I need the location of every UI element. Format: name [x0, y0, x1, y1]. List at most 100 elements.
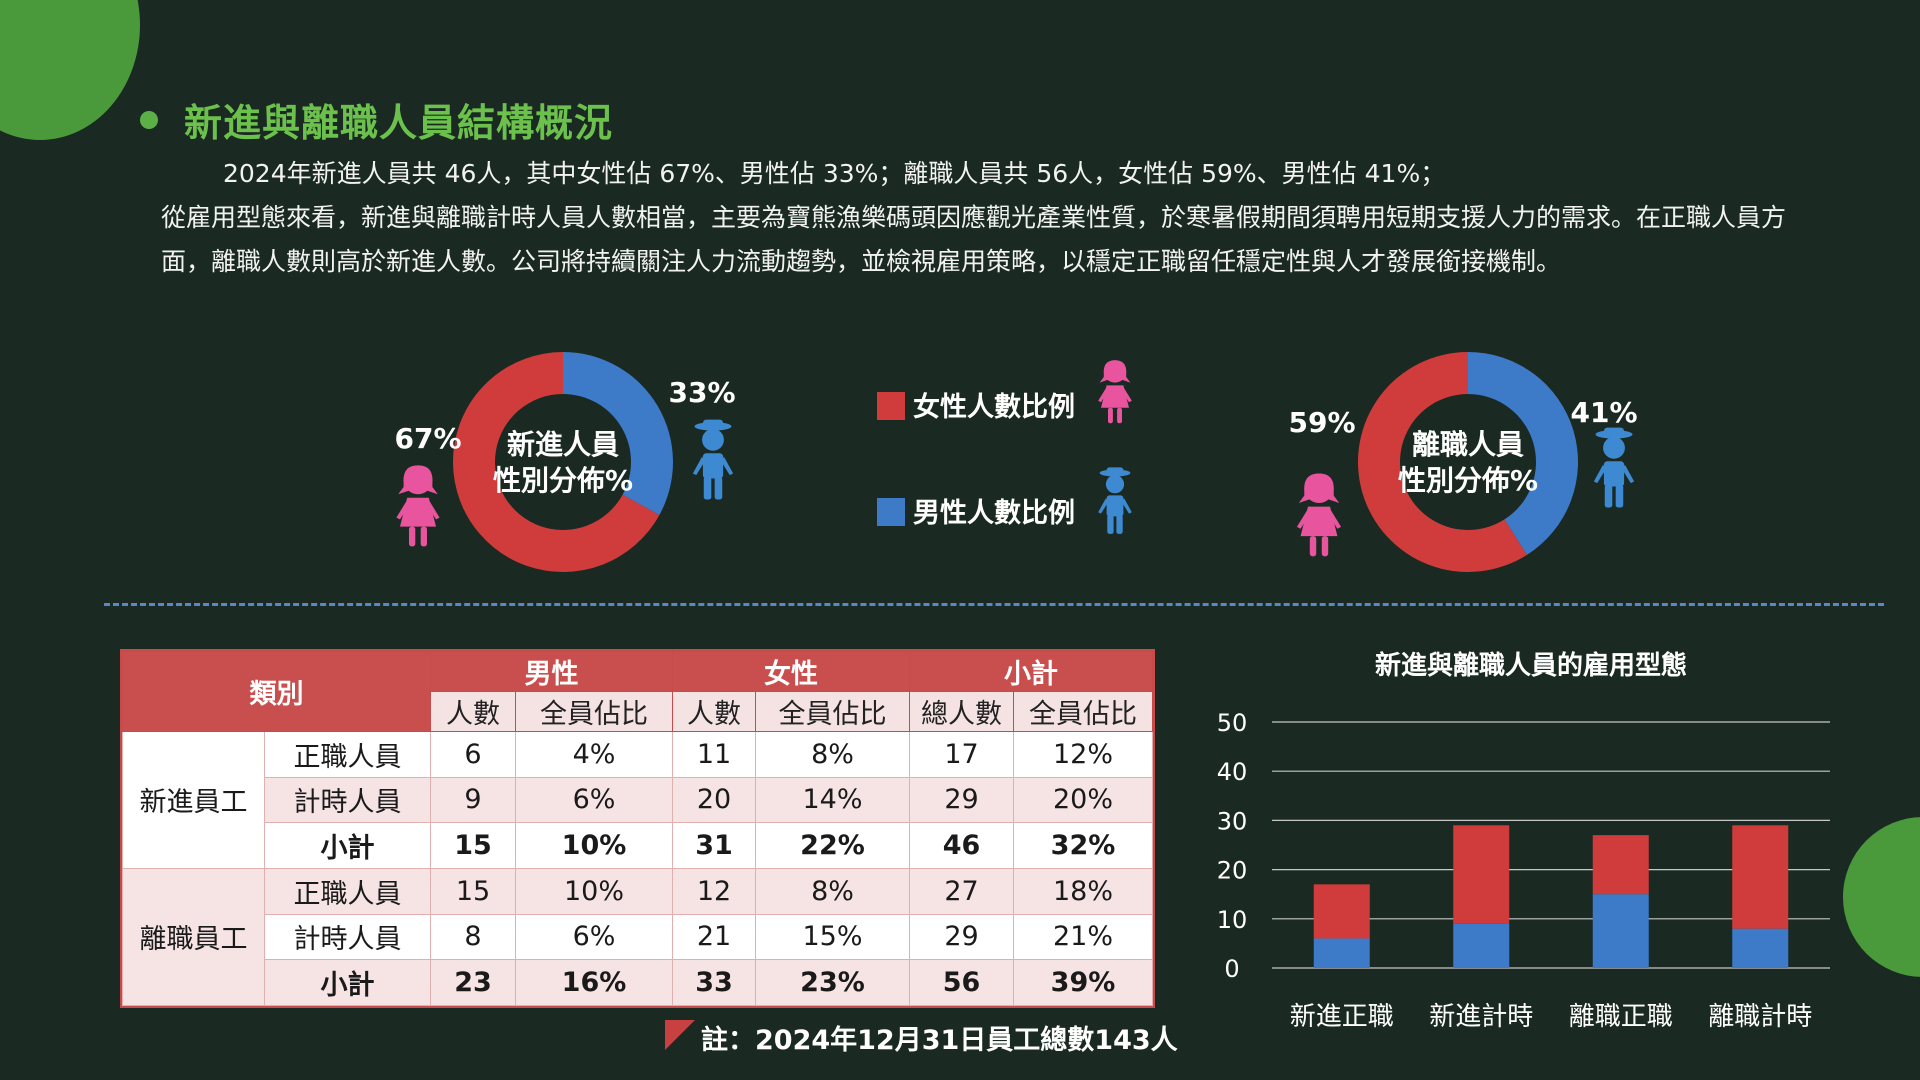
- header-male: 男性: [430, 651, 673, 692]
- header-female: 女性: [672, 651, 910, 692]
- header-count: 人數: [672, 691, 756, 732]
- gender-legend: 女性人數比例 男性人數比例: [877, 360, 1132, 534]
- cell-female-ratio: 8%: [755, 867, 910, 915]
- y-tick-label: 50: [1217, 709, 1248, 737]
- cell-total-count: 27: [909, 867, 1014, 915]
- donut-label-female: 59%: [1288, 406, 1355, 439]
- summary-paragraph: 2024年新進人員共 46人，其中女性佔 67%、男性佔 33%；離職人員共 5…: [161, 152, 1831, 284]
- table-row: 新進員工 正職人員 6 4% 11 8% 17 12%: [122, 731, 1153, 869]
- table-row-subtotal: 小計 15 10% 31 22% 46 32%: [123, 822, 1153, 869]
- row-type: 小計: [264, 959, 431, 1006]
- section-divider: [104, 603, 1884, 606]
- cell-total-count: 29: [909, 913, 1014, 961]
- page-title: 新進與離職人員結構概況: [184, 101, 614, 145]
- header-ratio: 全員佔比: [1013, 691, 1153, 732]
- cell-male-count: 8: [430, 913, 516, 961]
- donut-slice-female: [453, 352, 660, 573]
- cell-male-count: 6: [430, 731, 516, 778]
- cell-male-ratio: 10%: [515, 867, 673, 915]
- donut-title-line: 性別分佈%: [1398, 464, 1538, 497]
- x-tick-label: 新進計時: [1429, 1002, 1533, 1032]
- cell-male-ratio: 16%: [515, 959, 673, 1006]
- legend-label-male: 男性人數比例: [913, 498, 1075, 529]
- cell-total-count: 56: [909, 959, 1014, 1006]
- summary-line-2: 從雇用型態來看，新進與離職計時人員人數相當，主要為寶熊漁樂碼頭因應觀光產業性質，…: [161, 203, 1787, 276]
- cell-male-ratio: 6%: [515, 913, 673, 961]
- cell-total-ratio: 39%: [1013, 959, 1153, 1006]
- cell-female-ratio: 14%: [755, 776, 910, 824]
- section-heading: 新進與離職人員結構概況: [140, 92, 613, 147]
- donut-title-line: 新進人員: [507, 428, 619, 461]
- donut-slice-female: [1357, 351, 1527, 572]
- bar-segment-male: [1592, 894, 1649, 968]
- cell-female-count: 20: [672, 776, 756, 824]
- cell-male-count: 9: [430, 776, 516, 824]
- bar-segment-female: [1313, 884, 1370, 939]
- staff-structure-table: 類別 男性 女性 小計 人數 全員佔比 人數 全員佔比 總人數 全員佔比 新進員…: [122, 651, 1153, 1007]
- header-category: 類別: [122, 651, 431, 732]
- cell-female-count: 11: [672, 731, 756, 778]
- cell-total-ratio: 12%: [1013, 731, 1153, 778]
- bullet-icon: [140, 110, 158, 129]
- summary-line-1: 2024年新進人員共 46人，其中女性佔 67%、男性佔 33%；離職人員共 5…: [223, 159, 1446, 188]
- row-type: 正職人員: [264, 867, 431, 915]
- y-tick-label: 20: [1217, 857, 1248, 885]
- cell-total-count: 46: [909, 822, 1014, 869]
- header-ratio: 全員佔比: [755, 691, 910, 732]
- header-total-count: 總人數: [909, 691, 1014, 732]
- cell-male-ratio: 6%: [515, 776, 673, 824]
- girl-icon: [396, 465, 440, 547]
- boy-icon: [692, 419, 734, 500]
- table-row-subtotal: 小計 23 16% 33 23% 56 39%: [123, 959, 1153, 1006]
- row-type: 正職人員: [264, 731, 431, 778]
- bar-segment-male: [1313, 938, 1370, 968]
- boy-icon: [1593, 427, 1635, 508]
- table-row: 計時人員 9 6% 20 14% 29 20%: [123, 776, 1153, 824]
- bar-segment-female: [1453, 825, 1510, 924]
- cell-male-ratio: 4%: [515, 731, 673, 778]
- cell-female-count: 31: [672, 822, 756, 869]
- cell-female-count: 12: [672, 867, 756, 915]
- bar-segment-male: [1732, 928, 1789, 968]
- cell-male-count: 23: [430, 959, 516, 1006]
- donut-label-male: 41%: [1570, 396, 1637, 429]
- cell-male-count: 15: [430, 822, 516, 869]
- cell-total-ratio: 21%: [1013, 913, 1153, 961]
- cell-total-count: 17: [909, 731, 1014, 778]
- cell-female-ratio: 23%: [755, 959, 910, 1006]
- cell-total-ratio: 20%: [1013, 776, 1153, 824]
- table-row: 離職員工 正職人員 15 10% 12 8% 27 18%: [122, 867, 1153, 1007]
- cell-female-count: 33: [672, 959, 756, 1006]
- row-type: 計時人員: [264, 776, 431, 824]
- bar-segment-female: [1592, 835, 1649, 895]
- donut-title-line: 離職人員: [1412, 428, 1524, 461]
- footnote: 註：2024年12月31日員工總數143人: [665, 1018, 1178, 1057]
- girl-icon: [1098, 360, 1132, 424]
- cell-male-count: 15: [430, 867, 516, 915]
- employment-type-bar-chart: 新進與離職人員的雇用型態 0 10 20 30 40 50 新進正職 新進計時 離職正職 離職計…: [1217, 650, 1830, 1032]
- donut-chart-leavers: 離職人員 性別分佈% 59% 41%: [1288, 351, 1638, 572]
- header-subtotal: 小計: [909, 651, 1153, 692]
- row-type: 計時人員: [264, 913, 431, 961]
- cell-female-ratio: 8%: [755, 731, 910, 778]
- donut-label-male: 33%: [668, 376, 735, 409]
- bar-segment-male: [1453, 923, 1510, 968]
- row-type: 小計: [264, 822, 431, 869]
- cell-female-ratio: 15%: [755, 913, 910, 961]
- y-tick-label: 10: [1217, 906, 1248, 934]
- y-tick-label: 40: [1217, 758, 1248, 786]
- group-label: 離職員工: [122, 867, 265, 1007]
- cell-total-ratio: 32%: [1013, 822, 1153, 869]
- footnote-text: 註：2024年12月31日員工總數143人: [701, 1025, 1178, 1056]
- note-triangle-icon: [665, 1019, 695, 1050]
- header-count: 人數: [430, 691, 516, 732]
- table-row: 計時人員 8 6% 21 15% 29 21%: [123, 913, 1153, 961]
- donut-chart-new-hires: 新進人員 性別分佈% 67% 33%: [394, 352, 736, 573]
- x-tick-label: 離職計時: [1708, 1002, 1812, 1032]
- y-tick-label: 0: [1224, 955, 1239, 983]
- legend-swatch-male: [877, 498, 905, 526]
- cell-female-ratio: 22%: [755, 822, 910, 869]
- x-tick-label: 新進正職: [1290, 1002, 1394, 1032]
- cell-total-ratio: 18%: [1013, 867, 1153, 915]
- legend-swatch-female: [877, 392, 905, 420]
